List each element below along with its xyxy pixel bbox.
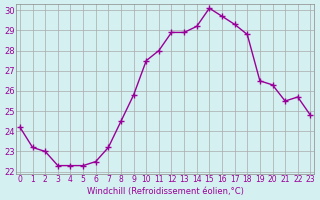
X-axis label: Windchill (Refroidissement éolien,°C): Windchill (Refroidissement éolien,°C) [87,187,244,196]
